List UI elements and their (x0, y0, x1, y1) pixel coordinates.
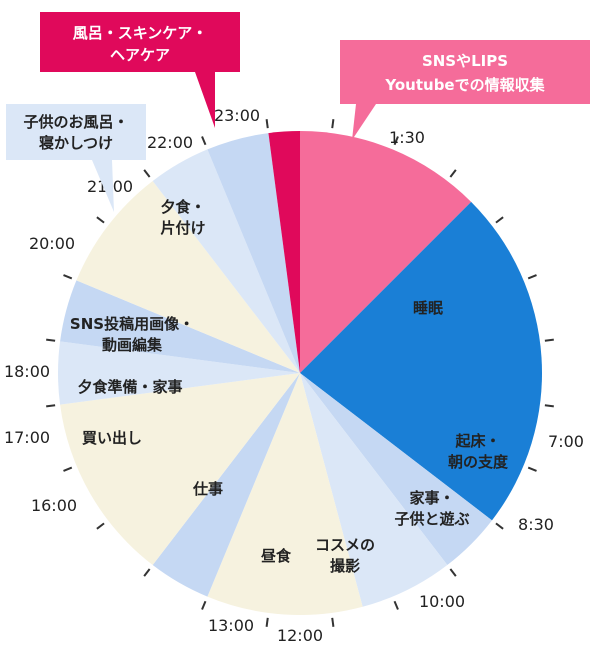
callout-pointer (195, 72, 215, 128)
pie-slice-10 (152, 149, 300, 373)
tick-mark (96, 522, 105, 530)
tick-mark (495, 216, 504, 224)
callout-pointer (92, 160, 114, 212)
segment-label: コスメの撮影 (315, 536, 375, 575)
segment-label: 夕食準備・家事 (77, 378, 182, 396)
hour-ticks (46, 119, 554, 627)
time-labels: 23:00 1:30 7:00 8:30 10:00 12:00 13:00 16:00 17:… (4, 106, 584, 645)
tick-mark (265, 119, 269, 129)
time-label: 23:00 (214, 106, 260, 125)
tick-mark (63, 274, 73, 280)
time-label: 16:00 (31, 496, 77, 515)
time-label: 1:30 (389, 128, 425, 147)
pie-slice-4 (207, 373, 363, 615)
tick-mark (96, 216, 105, 224)
tick-mark (331, 119, 335, 129)
time-label: 10:00 (419, 592, 465, 611)
pie-slice-5 (152, 373, 300, 597)
time-label: 8:30 (518, 515, 554, 534)
tick-mark (143, 169, 151, 178)
time-label: 22:00 (147, 133, 193, 152)
tick-mark (46, 338, 56, 342)
callout-text-sns: SNSやLIPS Youtubeでの情報収集 (384, 52, 545, 94)
time-label: 7:00 (548, 432, 584, 451)
pie-slice-9 (76, 181, 301, 373)
callouts: 風呂・スキンケア・ヘアケア SNSやLIPS Youtubeでの情報収集子供のお風呂… (6, 12, 590, 212)
time-label: 17:00 (4, 428, 50, 447)
tick-mark (393, 600, 399, 610)
tick-mark (544, 338, 554, 342)
segment-label: 睡眠 (413, 299, 443, 317)
time-label: 13:00 (208, 616, 254, 635)
tick-mark (46, 404, 56, 408)
segment-label: 夕食・片付け (160, 198, 205, 237)
segment-label: 昼食 (261, 547, 292, 565)
pie-slice-6 (60, 373, 300, 565)
tick-mark (527, 274, 537, 280)
tick-mark (393, 136, 399, 146)
pie-slice-12 (268, 131, 300, 373)
callout-text-bath: 風呂・スキンケア・ヘアケア (73, 24, 208, 64)
tick-mark (201, 600, 207, 610)
tick-mark (331, 617, 335, 627)
pie-slice-0 (300, 131, 472, 373)
tick-mark (527, 466, 537, 472)
callout-box-bath (40, 12, 240, 72)
callout-text-kids-bath: 子供のお風呂・寝かしつけ (23, 113, 128, 152)
segment-label: 起床・朝の支度 (448, 432, 509, 471)
pie-slice-3 (300, 373, 448, 607)
tick-mark (449, 568, 457, 577)
tick-mark (449, 169, 457, 178)
tick-mark (495, 522, 504, 530)
pie-slice-11 (207, 133, 300, 373)
callout-box-kids-bath (6, 104, 146, 160)
segment-label: 家事・子供と遊ぶ (394, 489, 469, 528)
pie-slice-2 (300, 373, 492, 565)
tick-mark (265, 617, 269, 627)
tick-mark (544, 404, 554, 408)
time-label: 12:00 (277, 626, 323, 645)
callout-box-sns (340, 40, 590, 104)
tick-mark (63, 466, 73, 472)
tick-mark (143, 568, 151, 577)
pie-slice-1 (300, 201, 542, 521)
pie-segments (58, 131, 542, 615)
segment-label: 買い出し (82, 429, 142, 447)
time-label: 20:00 (29, 234, 75, 253)
segment-label: SNS投稿用画像・動画編集 (70, 315, 194, 354)
time-label: 18:00 (4, 362, 50, 381)
segment-label: 仕事 (192, 480, 223, 498)
callout-pointer (352, 104, 376, 140)
pie-slice-8 (60, 280, 300, 373)
pie-slice-7 (58, 341, 301, 405)
tick-mark (201, 136, 207, 146)
